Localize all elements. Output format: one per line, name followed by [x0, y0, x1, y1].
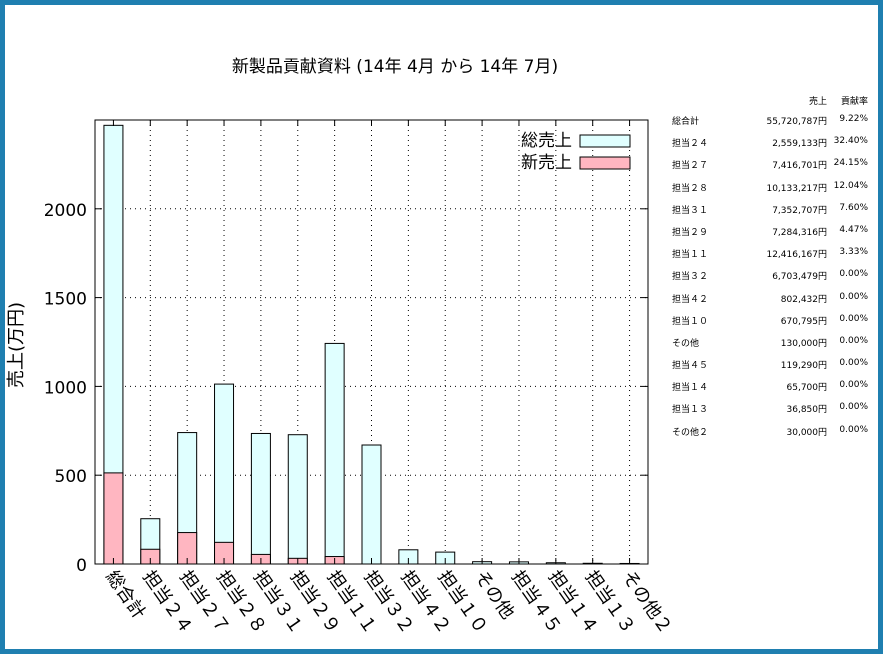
row-name: 担当１０ [672, 316, 709, 327]
bar-total [250, 432, 271, 565]
row-rate: 0.00% [839, 358, 868, 369]
y-tick-label: 500 [55, 467, 87, 487]
row-name: 担当３２ [672, 272, 709, 283]
row-sales: 7,352,707円 [772, 205, 827, 216]
row-name: 総合計 [672, 117, 700, 127]
row-sales: 55,720,787円 [766, 117, 827, 127]
row-sales: 7,284,316円 [772, 227, 827, 238]
row-name: その他２ [672, 427, 709, 438]
row-rate: 24.15% [833, 158, 868, 169]
row-rate: 4.47% [839, 224, 868, 235]
row-name: 担当２４ [672, 139, 709, 150]
row-name: 担当３１ [672, 205, 709, 216]
y-tick-label: 2000 [44, 201, 87, 221]
row-sales: 12,416,167円 [766, 250, 827, 261]
row-sales: 36,850円 [786, 405, 828, 416]
bar-layer [103, 124, 640, 565]
row-sales: 2,559,133円 [772, 139, 827, 150]
row-rate: 0.00% [839, 313, 868, 324]
chart-title: 新製品貢献資料 (14年 4月 から 14年 7月) [232, 57, 558, 77]
row-sales: 802,432円 [780, 294, 827, 305]
row-name: 担当２７ [672, 161, 709, 172]
row-rate: 9.22% [839, 114, 868, 124]
y-tick-label: 0 [76, 556, 87, 576]
y-tick-label: 1000 [44, 378, 87, 398]
row-name: 担当１３ [672, 405, 709, 416]
row-sales: 130,000円 [780, 338, 827, 349]
y-axis-label: 売上(万円) [6, 302, 27, 388]
row-rate: 3.33% [839, 247, 868, 258]
bar-total [324, 342, 345, 565]
row-name: 担当４２ [672, 294, 709, 305]
row-rate: 32.40% [833, 136, 868, 147]
legend-swatch [579, 134, 631, 148]
row-sales: 119,290円 [780, 361, 827, 372]
header-sales: 売上 [808, 97, 827, 107]
row-sales: 6,703,479円 [772, 272, 827, 283]
row-name: 担当２８ [672, 183, 709, 194]
row-rate: 0.00% [839, 402, 868, 413]
row-sales: 30,000円 [786, 427, 828, 438]
row-sales: 10,133,217円 [766, 183, 827, 194]
row-rate: 0.00% [839, 269, 868, 280]
row-sales: 670,795円 [780, 316, 827, 327]
row-name: 担当４５ [672, 361, 709, 372]
row-name: 担当１１ [672, 250, 709, 261]
legend-label: 総売上 [521, 131, 572, 151]
bar-total [361, 444, 382, 565]
row-rate: 12.04% [833, 180, 868, 191]
row-name: 担当２９ [672, 227, 709, 238]
bar-total [287, 434, 308, 565]
row-rate: 0.00% [839, 335, 868, 346]
row-name: 担当１４ [672, 383, 709, 394]
bar-total [214, 383, 235, 565]
axis-layer: 0500100015002000総合計担当２４担当２７担当２８担当３１担当２９担… [44, 119, 676, 638]
plot-border [94, 119, 649, 565]
row-rate: 7.60% [839, 202, 868, 213]
header-rate: 貢献率 [840, 97, 868, 107]
y-tick-label: 1500 [44, 290, 87, 310]
row-rate: 0.00% [839, 424, 868, 435]
bar-new [103, 472, 124, 565]
row-rate: 0.00% [839, 291, 868, 302]
row-sales: 65,700円 [786, 383, 828, 394]
legend-label: 新売上 [521, 153, 572, 173]
row-name: その他 [672, 338, 700, 349]
row-rate: 0.00% [839, 380, 868, 391]
legend-swatch [579, 156, 631, 170]
row-sales: 7,416,701円 [772, 161, 827, 172]
